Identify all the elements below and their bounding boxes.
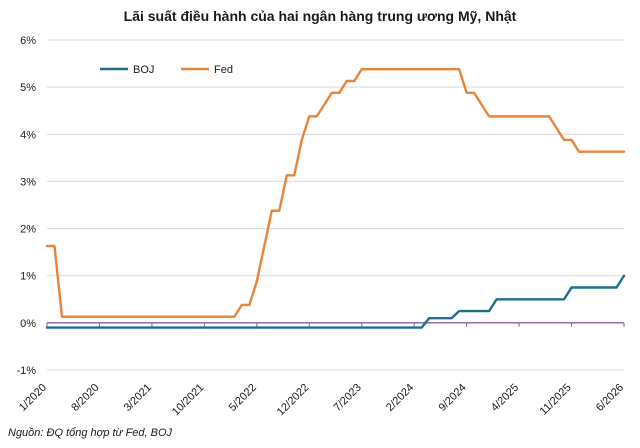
x-tick-label: 7/2023	[332, 382, 364, 414]
chart-title: Lãi suất điều hành của hai ngân hàng tru…	[123, 8, 517, 24]
y-tick-label: 4%	[20, 129, 36, 141]
x-tick-label: 11/2025	[538, 382, 574, 418]
y-axis-labels: -1% 0% 1% 2% 3% 4% 5% 6%	[16, 35, 36, 377]
legend: BOJ Fed	[100, 64, 233, 76]
grid-lines	[47, 39, 624, 371]
x-tick-label: 12/2022	[275, 382, 312, 419]
x-tick-label: 6/2026	[594, 382, 626, 414]
series-line-boj	[45, 274, 626, 329]
y-tick-label: 3%	[20, 176, 36, 188]
x-tick-label: 10/2021	[170, 382, 207, 419]
y-tick-label: 5%	[20, 82, 36, 94]
legend-label: BOJ	[133, 64, 154, 76]
legend-label: Fed	[214, 64, 233, 76]
series-line-fed	[45, 68, 626, 318]
x-tick-label: 8/2020	[69, 382, 101, 414]
x-axis-labels: 1/2020 8/2020 3/2021 10/2021 5/2022 12/2022 7/…	[17, 382, 626, 419]
y-tick-label: 6%	[20, 35, 36, 47]
x-tick-label: 4/2025	[489, 382, 521, 414]
x-tick-label: 2/2024	[384, 382, 416, 414]
y-tick-label: 1%	[20, 271, 36, 283]
x-tick-label: 5/2022	[227, 382, 259, 414]
series-lines	[45, 68, 626, 329]
source-note: Nguồn: ĐQ tổng hợp từ Fed, BOJ	[8, 427, 173, 439]
y-tick-label: -1%	[16, 365, 36, 377]
x-tick-label: 9/2024	[436, 382, 468, 414]
y-tick-label: 2%	[20, 224, 36, 236]
y-tick-label: 0%	[20, 318, 36, 330]
x-tick-label: 1/2020	[17, 382, 49, 414]
x-tick-label: 3/2021	[122, 382, 154, 414]
x-axis-ticks	[46, 322, 625, 327]
